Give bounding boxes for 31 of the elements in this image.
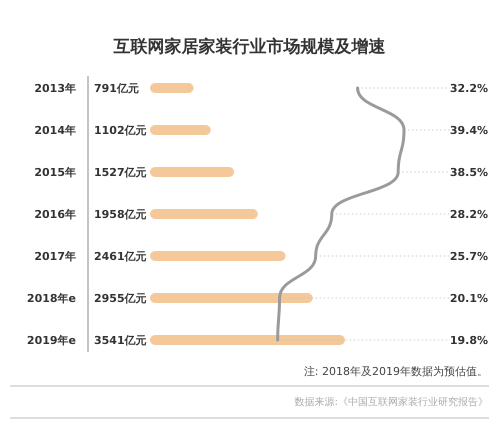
data-label: 19.8% — [450, 334, 488, 347]
y-tick-label: 2013年 — [34, 82, 76, 95]
data-label: 38.5% — [450, 166, 488, 179]
bar — [150, 251, 286, 261]
data-label: 1958亿元 — [94, 208, 147, 221]
y-tick-label: 2016年 — [34, 208, 76, 221]
bar — [150, 83, 194, 93]
data-label: 2955亿元 — [94, 292, 147, 305]
data-label: 39.4% — [450, 124, 488, 137]
bar — [150, 167, 234, 177]
bar — [150, 293, 313, 303]
source-note: 数据来源:《中国互联网家装行业研究报告》 — [294, 396, 488, 408]
bar — [150, 209, 258, 219]
y-tick-label: 2018年e — [26, 292, 76, 305]
data-label: 791亿元 — [94, 82, 139, 95]
y-tick-label: 2014年 — [34, 124, 76, 137]
y-tick-label: 2017年 — [34, 250, 76, 263]
bar — [150, 125, 211, 135]
data-label: 1102亿元 — [94, 124, 147, 137]
data-label: 32.2% — [450, 82, 488, 95]
chart-title: 互联网家居家装行业市场规模及增速 — [112, 37, 386, 57]
data-label: 2461亿元 — [94, 250, 147, 263]
text: 注: 2018年及2019年数据为预估值。 — [304, 365, 488, 378]
data-label: 28.2% — [450, 208, 488, 221]
y-tick-label: 2015年 — [34, 166, 76, 179]
data-label: 20.1% — [450, 292, 488, 305]
data-label: 1527亿元 — [94, 166, 147, 179]
data-label: 25.7% — [450, 250, 488, 263]
data-label: 3541亿元 — [94, 334, 147, 347]
y-tick-label: 2019年e — [26, 334, 76, 347]
bar — [150, 335, 345, 345]
